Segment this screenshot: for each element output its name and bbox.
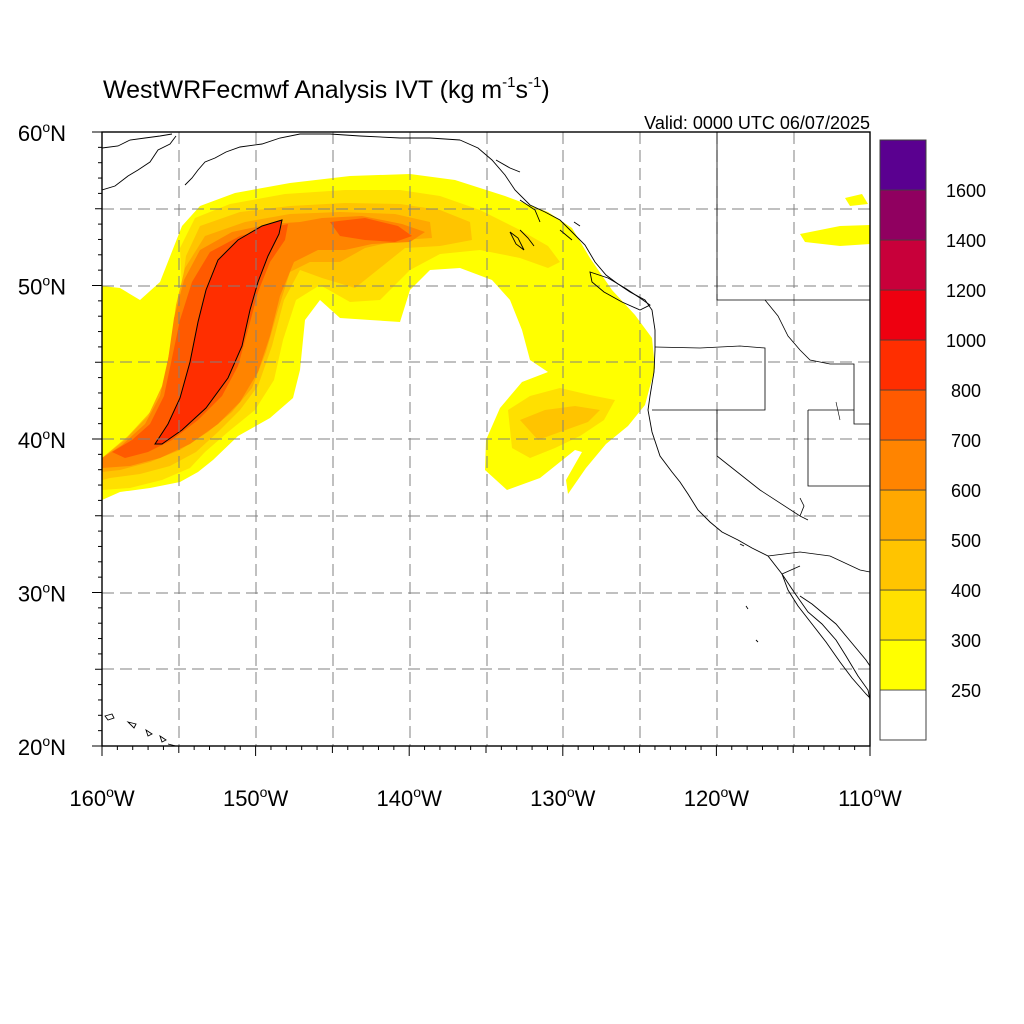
colorbar-bin (879, 139, 927, 191)
colorbar-bin (879, 539, 927, 591)
lat-label: 40oN (18, 426, 66, 453)
colorbar-label: 500 (951, 531, 981, 551)
colorbar (879, 139, 927, 741)
lat-label: 60oN (18, 119, 66, 146)
colorbar-label: 300 (951, 631, 981, 651)
colorbar-bin (879, 289, 927, 341)
colorbar-bin (879, 489, 927, 541)
colorbar-label: 800 (951, 381, 981, 401)
colorbar-label: 400 (951, 581, 981, 601)
colorbar-bin (879, 339, 927, 391)
valid-time-label: Valid: 0000 UTC 06/07/2025 (644, 113, 870, 133)
colorbar-label: 1200 (946, 281, 986, 301)
colorbar-label: 1600 (946, 181, 986, 201)
lat-label: 30oN (18, 580, 66, 607)
colorbar-bin (879, 389, 927, 441)
ivt-contour-700-east (330, 218, 412, 242)
colorbar-bin (879, 189, 927, 241)
colorbar-labels: 250 300 400 500 600 700 800 1000 1200 1400 1600 (946, 181, 986, 701)
colorbar-bin (879, 239, 927, 291)
ivt-contour-250-east (800, 225, 870, 246)
ivt-contour-800 (155, 220, 282, 444)
colorbar-label: 1400 (946, 231, 986, 251)
colorbar-label: 1000 (946, 331, 986, 351)
colorbar-bin (879, 689, 927, 741)
lon-label: 150oW (223, 784, 289, 811)
map-plot-area (102, 132, 870, 746)
colorbar-label: 600 (951, 481, 981, 501)
colorbar-frame (879, 139, 927, 741)
lon-label: 120oW (684, 784, 750, 811)
ivt-shading (102, 174, 870, 500)
lon-label: 140oW (377, 784, 443, 811)
political-borders (652, 132, 870, 575)
latitude-labels: 60oN 50oN 40oN 30oN 20oN (18, 119, 66, 760)
lat-label: 50oN (18, 273, 66, 300)
colorbar-bin (879, 589, 927, 641)
colorbar-label: 250 (951, 681, 981, 701)
lon-label: 130oW (530, 784, 596, 811)
lon-label: 110oW (838, 784, 902, 811)
colorbar-bin (879, 439, 927, 491)
ivt-contour-250-northeast (845, 194, 868, 206)
coastlines (102, 133, 870, 746)
ivt-contour-line (154, 219, 283, 445)
lat-label: 20oN (18, 733, 66, 760)
axis-ticks (92, 131, 871, 756)
lon-label: 160oW (69, 784, 135, 811)
longitude-labels: 160oW 150oW 140oW 130oW 120oW 110oW (69, 784, 902, 811)
ivt-contour-400-south (520, 406, 600, 440)
plot-title: WestWRFecmwf Analysis IVT (kg m-1s-1) (103, 74, 550, 104)
colorbar-bin (879, 639, 927, 691)
colorbar-label: 700 (951, 431, 981, 451)
